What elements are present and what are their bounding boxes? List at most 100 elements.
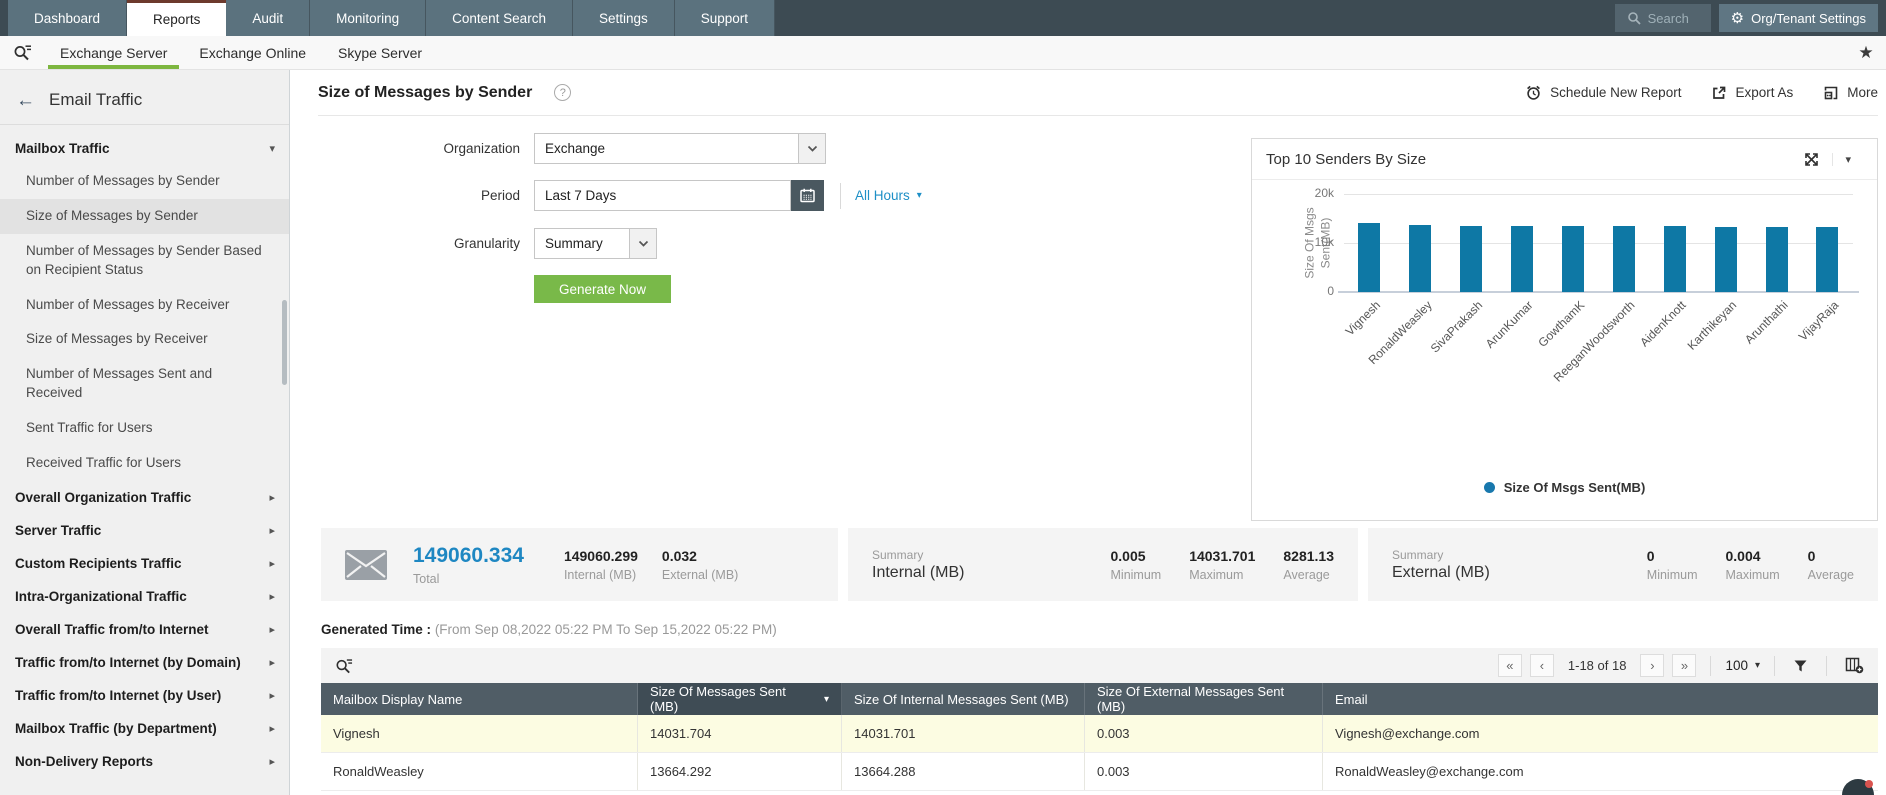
sidebar-item-number-sent-and-received[interactable]: Number of Messages Sent and Received bbox=[26, 366, 213, 401]
next-page-button[interactable]: › bbox=[1640, 654, 1665, 677]
page-title: Size of Messages by Sender bbox=[318, 83, 533, 101]
chevron-down-icon: ▾ bbox=[269, 143, 275, 155]
export-as-button[interactable]: Export As bbox=[1711, 85, 1793, 101]
x-axis-line bbox=[1338, 291, 1859, 293]
expand-chart-icon[interactable] bbox=[1791, 151, 1832, 168]
organization-label: Organization bbox=[443, 141, 520, 156]
cell-size-messages-sent: 13664.292 bbox=[638, 753, 842, 790]
first-page-button[interactable]: « bbox=[1497, 654, 1522, 677]
tab-exchange-server[interactable]: Exchange Server bbox=[44, 36, 183, 69]
sidebar-section-overall-organization-traffic[interactable]: Overall Organization Traffic ▸ bbox=[0, 481, 289, 514]
sidebar-item-number-by-sender-recipient-status[interactable]: Number of Messages by Sender Based on Re… bbox=[26, 242, 262, 277]
sidebar-header: ← Email Traffic bbox=[0, 70, 289, 124]
sidebar-section-non-delivery-reports[interactable]: Non-Delivery Reports ▸ bbox=[0, 745, 289, 778]
table-search-icon[interactable] bbox=[331, 657, 357, 675]
bar bbox=[1562, 226, 1584, 292]
x-axis-label: SivaPrakash bbox=[1427, 298, 1486, 356]
previous-page-button[interactable]: ‹ bbox=[1529, 654, 1554, 677]
period-input[interactable]: Last 7 Days bbox=[534, 180, 791, 211]
sidebar-item-size-of-messages-by-sender[interactable]: Size of Messages by Sender bbox=[0, 198, 289, 234]
page-size-select[interactable]: 100 ▾ bbox=[1725, 658, 1760, 673]
sidebar-section-intra-organizational-traffic[interactable]: Intra-Organizational Traffic ▸ bbox=[0, 580, 289, 613]
nav-tab-content-search[interactable]: Content Search bbox=[426, 0, 573, 36]
nav-tab-settings[interactable]: Settings bbox=[572, 0, 675, 36]
last-page-button[interactable]: » bbox=[1672, 654, 1697, 677]
org-tenant-settings-label: Org/Tenant Settings bbox=[1751, 10, 1866, 26]
sidebar-section-label: Traffic from/to Internet (by Domain) bbox=[15, 654, 241, 670]
sidebar-section-traffic-internet-by-domain[interactable]: Traffic from/to Internet (by Domain) ▸ bbox=[0, 646, 289, 679]
tab-skype-server[interactable]: Skype Server bbox=[338, 44, 423, 61]
internal-avg-value: 8281.13 bbox=[1283, 547, 1334, 564]
chevron-right-icon: ▸ bbox=[269, 590, 275, 603]
chart-title-row: Top 10 Senders By Size ▾ bbox=[1252, 139, 1877, 180]
external-max-value: 0.004 bbox=[1725, 547, 1761, 564]
nav-tab-support[interactable]: Support bbox=[674, 0, 776, 36]
period-label: Period bbox=[480, 188, 520, 203]
org-tenant-settings-button[interactable]: ⚙ Org/Tenant Settings bbox=[1718, 4, 1878, 32]
schedule-new-report-button[interactable]: Schedule New Report bbox=[1525, 84, 1681, 101]
all-hours-filter[interactable]: All Hours ▾ bbox=[855, 188, 922, 203]
generate-now-button[interactable]: Generate Now bbox=[534, 275, 671, 303]
cell-size-external-messages-sent: 0.003 bbox=[1085, 715, 1323, 752]
chat-bubble-button[interactable] bbox=[1842, 779, 1874, 795]
back-arrow-icon[interactable]: ← bbox=[16, 89, 35, 111]
help-icon[interactable]: ? bbox=[554, 84, 572, 101]
sidebar-item-number-of-messages-by-receiver[interactable]: Number of Messages by Receiver bbox=[26, 296, 230, 312]
column-header-email[interactable]: Email bbox=[1335, 691, 1368, 707]
granularity-select[interactable]: Summary bbox=[534, 228, 657, 259]
sidebar-section-mailbox-traffic-by-department[interactable]: Mailbox Traffic (by Department) ▸ bbox=[0, 712, 289, 745]
bar bbox=[1511, 226, 1534, 292]
nav-tab-monitoring[interactable]: Monitoring bbox=[310, 0, 427, 36]
nav-tab-audit[interactable]: Audit bbox=[226, 0, 311, 36]
sidebar-section-label: Server Traffic bbox=[15, 522, 102, 538]
sidebar-item-sent-traffic-for-users[interactable]: Sent Traffic for Users bbox=[26, 420, 153, 436]
nav-tab-reports[interactable]: Reports bbox=[127, 0, 227, 36]
chevron-down-icon[interactable] bbox=[798, 134, 825, 163]
cell-size-internal-messages-sent: 14031.701 bbox=[842, 715, 1085, 752]
sidebar-item-number-of-messages-by-sender[interactable]: Number of Messages by Sender bbox=[26, 173, 220, 188]
chart-title: Top 10 Senders By Size bbox=[1266, 150, 1427, 168]
y-tick-label: 20k bbox=[1314, 186, 1334, 200]
bar bbox=[1816, 226, 1839, 292]
sidebar-section-server-traffic[interactable]: Server Traffic ▸ bbox=[0, 514, 289, 547]
nav-tab-dashboard[interactable]: Dashboard bbox=[0, 0, 128, 36]
chevron-right-icon: ▸ bbox=[269, 524, 275, 537]
filter-funnel-icon[interactable] bbox=[1789, 659, 1812, 673]
add-column-icon[interactable] bbox=[1841, 657, 1868, 674]
top-navigation-bar: Dashboard Reports Audit Monitoring Conte… bbox=[0, 0, 1886, 36]
column-header-size-messages-sent[interactable]: Size Of Messages Sent (MB) ▾ bbox=[638, 683, 842, 715]
column-header-mailbox-display-name[interactable]: Mailbox Display Name bbox=[321, 683, 638, 715]
tab-exchange-online[interactable]: Exchange Online bbox=[199, 44, 307, 61]
internal-avg-label: Average bbox=[1283, 568, 1330, 583]
sidebar-scrollbar-thumb[interactable] bbox=[282, 300, 287, 385]
favorite-star-icon[interactable]: ★ bbox=[1858, 42, 1874, 62]
cell-size-external-messages-sent: 0.003 bbox=[1085, 753, 1323, 790]
divider bbox=[840, 182, 841, 209]
sidebar-section-custom-recipients-traffic[interactable]: Custom Recipients Traffic ▸ bbox=[0, 547, 289, 580]
sidebar-item-received-traffic-for-users[interactable]: Received Traffic for Users bbox=[26, 455, 182, 471]
summary-caption: Summary bbox=[872, 547, 924, 562]
bar bbox=[1612, 226, 1635, 292]
sidebar-divider bbox=[0, 124, 289, 125]
x-axis-label: ArunKumar bbox=[1483, 298, 1537, 351]
granularity-label: Granularity bbox=[453, 236, 520, 251]
column-header-size-external-messages-sent[interactable]: Size Of External Messages Sent (MB) bbox=[1085, 683, 1323, 715]
sidebar-item-size-of-messages-by-receiver[interactable]: Size of Messages by Receiver bbox=[26, 331, 208, 347]
summary-subtitle: Internal (MB) bbox=[872, 563, 965, 581]
chevron-down-icon: ▾ bbox=[916, 190, 922, 201]
sidebar-group-mailbox-traffic[interactable]: Mailbox Traffic ▾ bbox=[0, 131, 289, 164]
gridline bbox=[1344, 194, 1853, 195]
more-button[interactable]: More bbox=[1823, 85, 1878, 101]
sidebar-section-traffic-internet-by-user[interactable]: Traffic from/to Internet (by User) ▸ bbox=[0, 679, 289, 712]
global-search-box[interactable]: Search bbox=[1614, 4, 1711, 32]
chevron-down-icon[interactable] bbox=[629, 229, 656, 258]
column-header-size-internal-messages-sent[interactable]: Size Of Internal Messages Sent (MB) bbox=[842, 683, 1085, 715]
table-row[interactable]: RonaldWeasley 13664.292 13664.288 0.003 … bbox=[321, 753, 1878, 791]
report-search-button[interactable] bbox=[0, 36, 44, 69]
chevron-right-icon: ▸ bbox=[269, 755, 275, 768]
calendar-icon[interactable] bbox=[791, 180, 824, 211]
table-row[interactable]: Vignesh 14031.704 14031.701 0.003 Vignes… bbox=[321, 715, 1878, 753]
chart-options-caret[interactable]: ▾ bbox=[1832, 152, 1863, 166]
sidebar-section-overall-traffic-internet[interactable]: Overall Traffic from/to Internet ▸ bbox=[0, 613, 289, 646]
organization-select[interactable]: Exchange bbox=[534, 133, 826, 164]
